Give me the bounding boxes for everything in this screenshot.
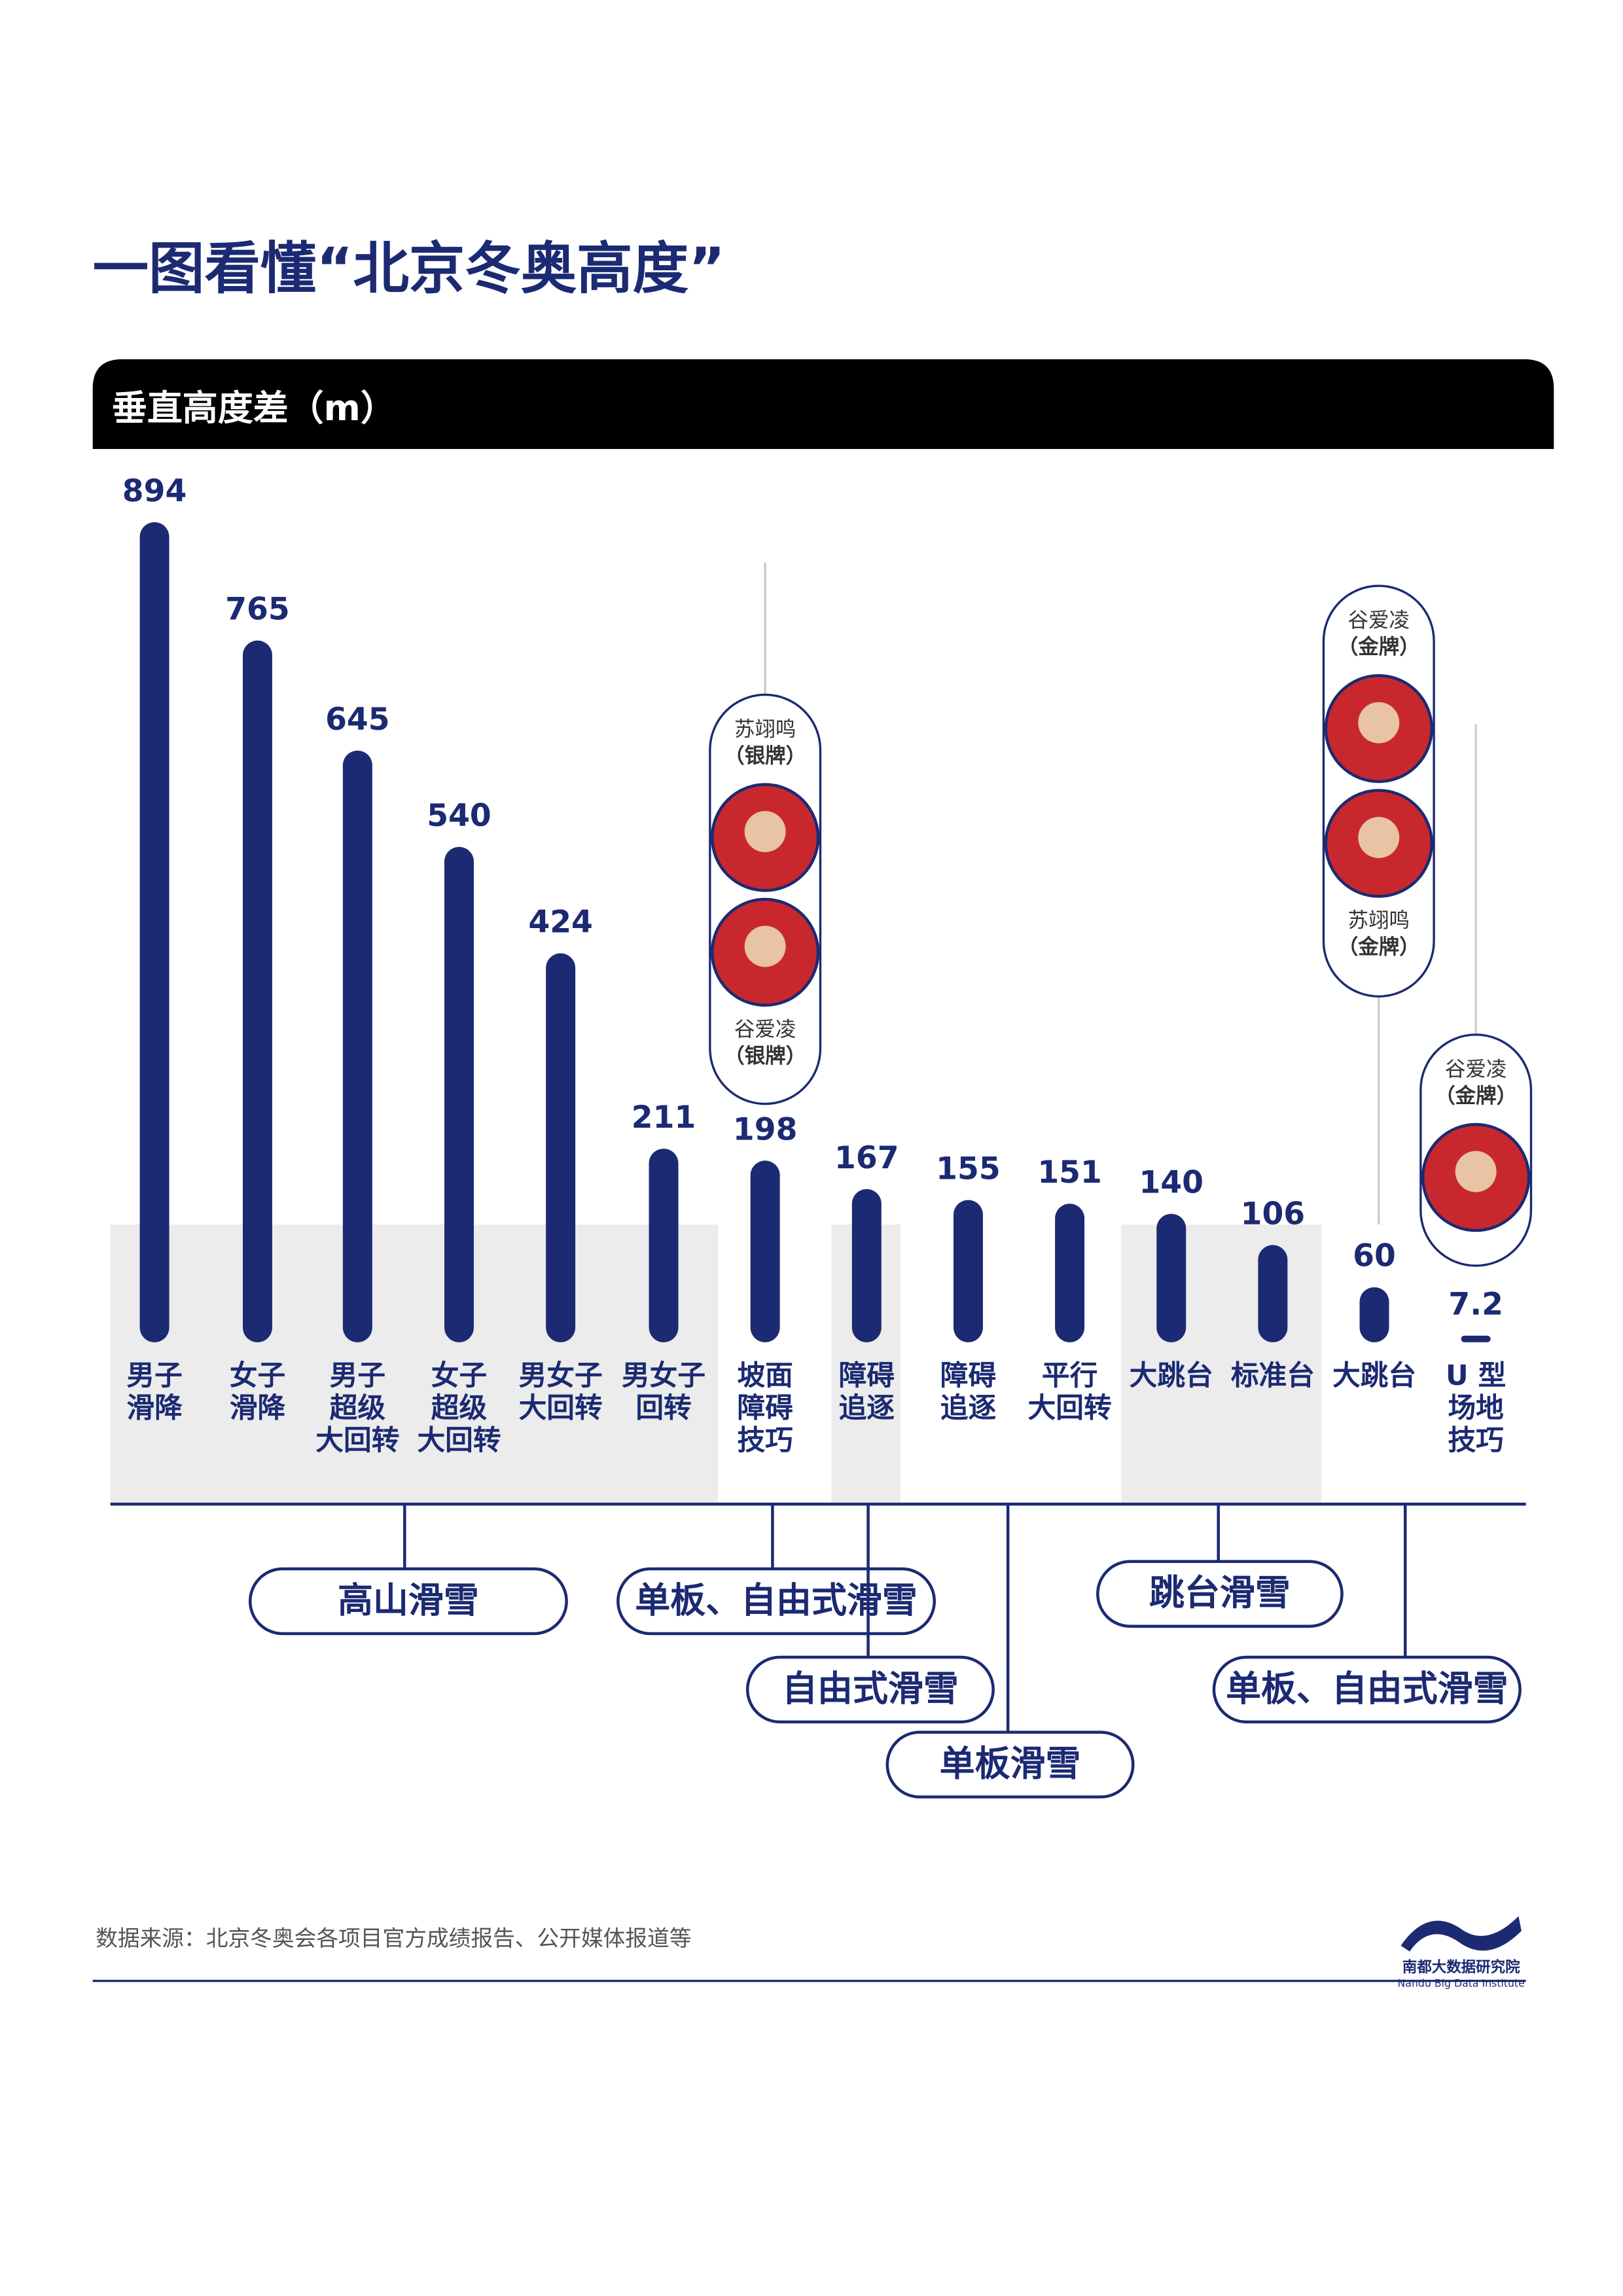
value-label: 167 [834, 1140, 899, 1176]
group-pill [1096, 1560, 1344, 1628]
bar [139, 522, 169, 1342]
athlete-face [1455, 1151, 1497, 1193]
value-label: 106 [1241, 1196, 1306, 1232]
value-label: 151 [1037, 1155, 1102, 1191]
value-label: 140 [1139, 1165, 1204, 1201]
category-label: 大回转 [315, 1424, 399, 1457]
group-pill [745, 1655, 995, 1724]
athlete-face [1358, 817, 1400, 859]
bar [1258, 1245, 1288, 1342]
athlete-name: 谷爱凌 [734, 1018, 796, 1041]
category-label: 滑降 [230, 1392, 286, 1425]
category-label: 标准台 [1231, 1359, 1315, 1392]
category-label: 大回转 [1028, 1392, 1112, 1425]
category-label: U 型 [1446, 1359, 1506, 1392]
group-label: 单板、自由式滑雪 [1226, 1668, 1508, 1709]
athlete-face [1358, 702, 1400, 744]
category-label: 追逐 [940, 1392, 997, 1425]
value-label: 894 [122, 473, 187, 509]
category-label: 平行 [1042, 1359, 1097, 1392]
value-label: 60 [1353, 1238, 1396, 1274]
athlete-name: 苏翊鸣 [734, 717, 796, 741]
group-background [110, 1224, 719, 1505]
value-label: 198 [733, 1111, 798, 1147]
bar [851, 1189, 882, 1342]
category-label: 女子 [230, 1359, 285, 1392]
bar [750, 1160, 780, 1342]
category-label: 男女子 [622, 1359, 705, 1392]
category-label: 技巧 [737, 1424, 793, 1457]
logo-name: 南都大数据研究院 [1402, 1958, 1520, 1976]
group-pill [885, 1731, 1135, 1799]
group-label: 单板滑雪 [940, 1743, 1081, 1784]
athlete-name: 谷爱凌 [1445, 1058, 1507, 1081]
source: 数据来源：北京冬奥会各项目官方成绩报告、公开媒体报道等 [96, 1926, 691, 1951]
bar [342, 750, 372, 1342]
category-label: 大跳台 [1332, 1359, 1416, 1392]
bar [444, 846, 474, 1342]
chart-title: 一图看懂“北京冬奥高度” [93, 237, 726, 302]
category-label: 男子 [126, 1359, 182, 1392]
bar [1055, 1204, 1085, 1342]
athlete-medal: （金牌） [1338, 935, 1420, 959]
category-label: 障碍 [839, 1359, 895, 1392]
value-label: 765 [225, 592, 290, 628]
category-label: 障碍 [737, 1392, 793, 1425]
group-label: 高山滑雪 [338, 1579, 479, 1621]
group-label: 跳台滑雪 [1149, 1572, 1291, 1613]
category-label: 超级 [330, 1392, 386, 1425]
value-label: 645 [325, 702, 390, 738]
bar [649, 1149, 679, 1342]
category-label: 大跳台 [1130, 1359, 1213, 1392]
athlete-medal: （金牌） [1435, 1083, 1517, 1107]
category-label: 回转 [635, 1392, 691, 1425]
value-label: 155 [936, 1151, 1001, 1187]
category-label: 障碍 [940, 1359, 996, 1392]
category-label: 大回转 [519, 1392, 603, 1425]
athlete-name: 苏翊鸣 [1348, 909, 1410, 933]
category-label: 男女子 [519, 1359, 603, 1392]
category-label: 场地 [1448, 1392, 1503, 1425]
category-label: 技巧 [1448, 1424, 1503, 1457]
value-label: 211 [632, 1100, 696, 1136]
category-label: 女子 [431, 1359, 487, 1392]
value-label: 540 [427, 798, 491, 834]
group-label: 单板、自由式滑雪 [635, 1579, 918, 1621]
category-label: 大回转 [417, 1424, 501, 1457]
category-label: 追逐 [839, 1392, 895, 1425]
bar [1156, 1213, 1186, 1342]
value-label: 7.2 [1448, 1287, 1503, 1323]
athlete-name: 谷爱凌 [1348, 609, 1410, 632]
logo-mark [1400, 1916, 1522, 1952]
athlete-face [744, 811, 786, 853]
athlete-medal: （银牌） [724, 1045, 806, 1068]
group-pill [248, 1567, 568, 1636]
category-label: 超级 [431, 1392, 488, 1425]
category-label: 男子 [330, 1359, 385, 1392]
chart-subtitle: 垂直高度差（m） [112, 387, 396, 429]
logo-english: Nandu Big Data Institute [1398, 1977, 1525, 1990]
category-label: 坡面 [737, 1359, 793, 1392]
bar [242, 640, 272, 1342]
athlete-face [744, 925, 786, 967]
bar [546, 953, 576, 1342]
athlete-medal: （银牌） [724, 744, 806, 768]
bar [1359, 1287, 1389, 1342]
bar [1461, 1335, 1491, 1342]
group-background [1121, 1224, 1322, 1505]
group-label: 自由式滑雪 [782, 1668, 959, 1709]
bar [953, 1200, 983, 1342]
group-pill [1212, 1655, 1522, 1724]
category-label: 滑降 [126, 1392, 183, 1425]
group-pill [616, 1567, 936, 1636]
value-label: 424 [528, 905, 593, 941]
group-backgrounds [110, 1224, 1322, 1505]
athlete-medal: （金牌） [1338, 635, 1420, 659]
header-bar [92, 359, 1554, 450]
